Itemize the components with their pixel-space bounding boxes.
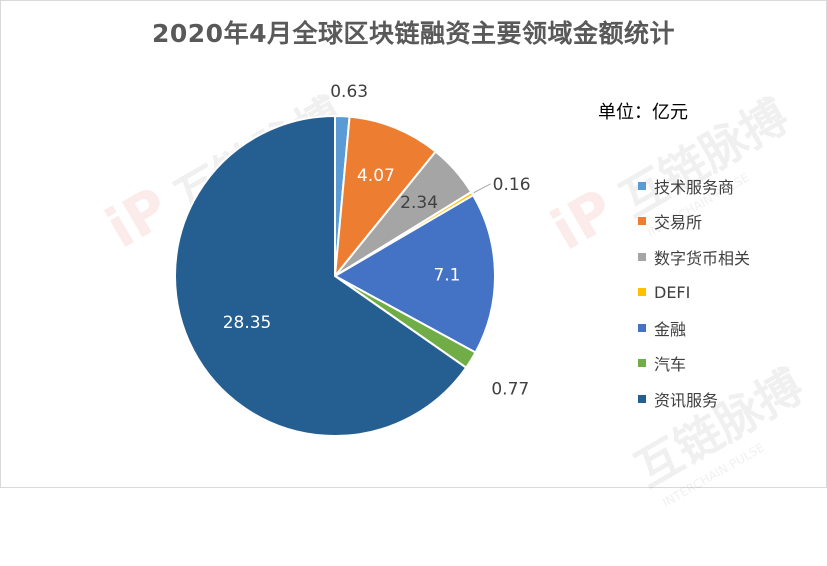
legend-item-2: 交易所 (638, 204, 750, 240)
legend-item-1: 技术服务商 (638, 168, 750, 204)
pie-chart: 0.63 4.072.34 0.16 7.1 0.77 28.35 (174, 82, 531, 437)
legend-label: 交易所 (654, 213, 703, 233)
pie-slice-2 (333, 115, 438, 280)
legend-item-6: 汽车 (638, 346, 750, 382)
legend-swatch-icon (638, 359, 646, 368)
legend-swatch-icon (638, 288, 646, 297)
legend-item-7: 资讯服务 (638, 381, 750, 417)
data-labels: 0.63 4.072.34 0.16 7.1 0.77 28.35 (223, 82, 531, 399)
data-label-5: 7.1 (433, 265, 460, 285)
legend-swatch-icon (638, 323, 646, 332)
leader-lines (473, 183, 491, 194)
legend-label: 金融 (654, 319, 687, 339)
data-label-4: 0.16 (493, 175, 531, 195)
legend-item-5: 金融 (638, 310, 750, 346)
data-label-1: 0.63 (330, 82, 368, 102)
leader-line-4 (473, 183, 491, 194)
data-label-3: 2.34 (400, 193, 438, 213)
data-label-2: 4.07 (357, 166, 395, 186)
legend-swatch-icon (638, 394, 646, 403)
legend-item-4: DEFI (638, 275, 750, 311)
data-label-6: 0.77 (491, 379, 529, 399)
legend-label: 资讯服务 (654, 390, 719, 410)
legend-label: 汽车 (654, 355, 687, 375)
legend-swatch-icon (638, 252, 646, 261)
legend-swatch-icon (638, 217, 646, 226)
legend-swatch-icon (638, 181, 646, 190)
pie-slices (174, 114, 496, 437)
pie-slice-5 (332, 193, 496, 354)
chart-title: 2020年4月全球区块链融资主要领域金额统计 (152, 19, 675, 48)
legend-label: DEFI (654, 282, 691, 302)
data-label-7: 28.35 (223, 313, 272, 333)
legend-item-3: 数字货币相关 (638, 239, 750, 275)
pie-slice-7 (174, 114, 468, 437)
unit-label: 单位：亿元 (598, 102, 688, 123)
legend: 技术服务商交易所数字货币相关 DEFI 金融汽车资讯服务 (638, 168, 750, 417)
legend-label: 数字货币相关 (654, 248, 751, 268)
legend-label: 技术服务商 (654, 177, 735, 197)
